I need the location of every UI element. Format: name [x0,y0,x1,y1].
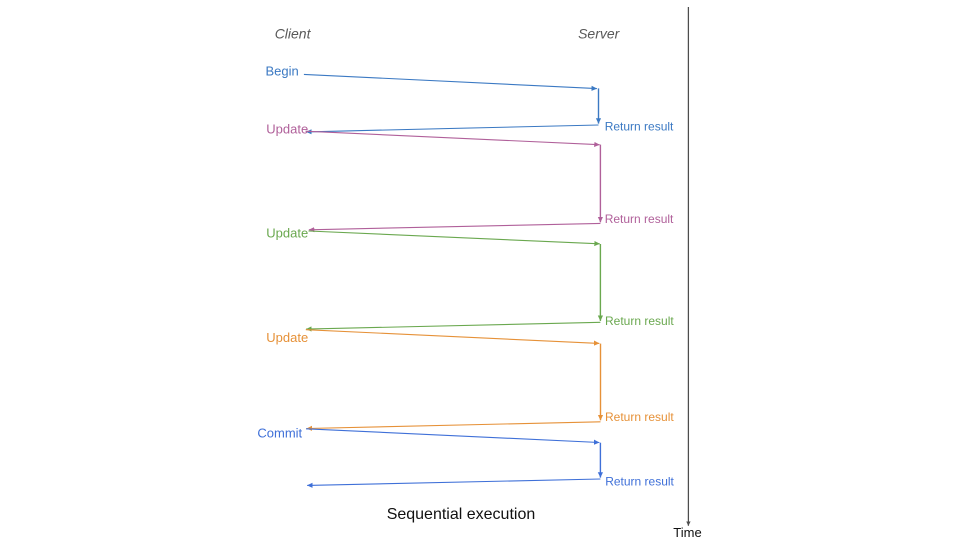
svg-text:Sequential execution: Sequential execution [387,506,536,523]
svg-text:Return result: Return result [605,410,674,424]
svg-text:Update: Update [266,121,308,136]
svg-text:Update: Update [266,330,308,345]
svg-text:Return result: Return result [605,119,674,133]
svg-text:Update: Update [266,226,308,241]
svg-text:Return result: Return result [605,314,674,328]
svg-text:Server: Server [578,26,621,42]
svg-text:Client: Client [275,26,312,42]
svg-text:Return result: Return result [605,474,674,488]
svg-text:Commit: Commit [257,426,302,441]
svg-text:Time: Time [673,525,701,540]
svg-text:Return result: Return result [605,212,674,226]
svg-text:Begin: Begin [266,63,299,78]
